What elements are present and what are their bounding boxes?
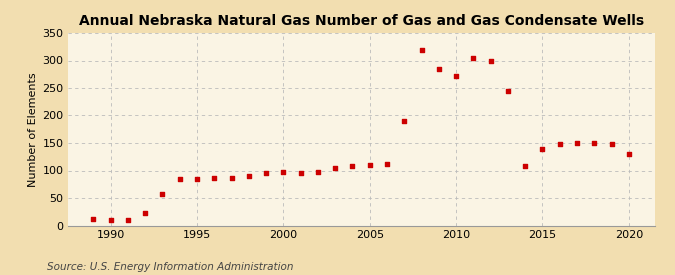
Point [520,164,531,168]
Point [537,146,548,151]
Point [485,58,496,63]
Point [554,142,565,146]
Point [123,218,134,222]
Point [468,56,479,60]
Point [140,211,151,215]
Point [295,171,306,175]
Point [606,142,617,146]
Point [226,175,237,180]
Point [572,141,583,145]
Point [244,174,254,178]
Point [261,171,271,175]
Point [209,175,220,180]
Point [416,47,427,52]
Point [278,169,289,174]
Y-axis label: Number of Elements: Number of Elements [28,72,38,186]
Point [174,177,185,181]
Point [88,217,99,221]
Point [589,141,599,145]
Point [451,74,462,78]
Point [105,218,116,222]
Point [157,191,168,196]
Text: Source: U.S. Energy Information Administration: Source: U.S. Energy Information Administ… [47,262,294,272]
Point [399,119,410,123]
Point [364,163,375,167]
Point [192,177,202,181]
Point [313,170,323,174]
Point [381,162,392,166]
Point [624,152,634,156]
Point [502,89,513,93]
Title: Annual Nebraska Natural Gas Number of Gas and Gas Condensate Wells: Annual Nebraska Natural Gas Number of Ga… [78,14,644,28]
Point [347,164,358,168]
Point [330,166,341,170]
Point [433,67,444,71]
